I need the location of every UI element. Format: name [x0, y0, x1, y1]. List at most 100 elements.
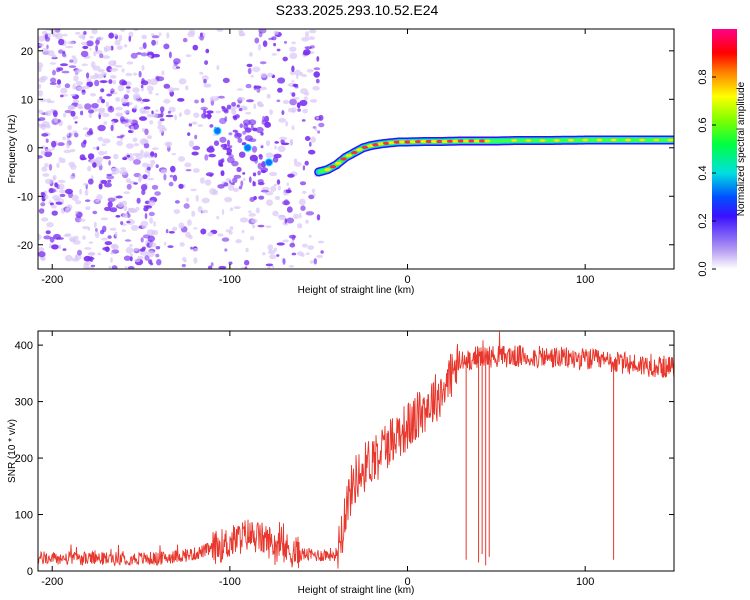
noise-dot [88, 178, 94, 185]
noise-dot [45, 110, 52, 117]
noise-dot [294, 85, 299, 89]
noise-dot [267, 72, 273, 78]
ridge-core-seg [624, 138, 631, 142]
noise-dot [228, 261, 233, 265]
noise-dot [40, 202, 46, 207]
noise-dot [104, 246, 110, 252]
noise-dot [302, 165, 306, 171]
colorbar-tick-label: 0.8 [697, 69, 709, 84]
noise-dot [309, 29, 317, 34]
noise-dot [316, 116, 319, 120]
noise-dot [138, 177, 142, 183]
noise-dot [97, 136, 104, 142]
noise-dot [88, 109, 94, 114]
noise-dot [174, 114, 177, 121]
noise-dot [272, 210, 279, 217]
noise-dot [260, 73, 268, 78]
noise-dot [199, 35, 204, 41]
ridge-core-seg [639, 138, 646, 142]
noise-dot [68, 65, 77, 68]
noise-dot [87, 252, 96, 256]
noise-dot [45, 230, 51, 235]
colorbar-label: Normalized spectral amplitude [736, 81, 747, 216]
noise-dot [57, 179, 66, 184]
noise-dot [276, 99, 281, 103]
noise-dot [82, 226, 90, 230]
noise-dot [52, 109, 58, 116]
noise-dot [187, 219, 192, 226]
noise-dot [115, 112, 123, 117]
noise-dot [200, 177, 205, 184]
noise-dot [183, 203, 190, 209]
noise-dot [178, 112, 182, 117]
noise-dot [110, 243, 118, 248]
noise-dot [316, 214, 321, 221]
noise-dot [71, 55, 76, 59]
snr-xlabel: Height of straight line (km) [298, 585, 415, 596]
noise-dot [38, 123, 42, 127]
noise-dot [261, 161, 266, 168]
noise-dot [318, 122, 325, 128]
ridge-core-seg [367, 144, 374, 148]
noise-dot [92, 147, 98, 150]
noise-dot [110, 124, 114, 132]
noise-dot [185, 54, 192, 58]
noise-dot [128, 118, 133, 124]
noise-dot [242, 177, 246, 182]
noise-dot [190, 246, 193, 250]
ridge-core-seg [425, 139, 433, 144]
noise-dot [201, 75, 209, 81]
noise-dot [64, 254, 73, 262]
noise-dot [294, 69, 301, 76]
noise-dot [75, 81, 84, 86]
noise-dot [79, 188, 82, 195]
noise-dot [193, 248, 199, 252]
noise-dot [240, 180, 244, 187]
noise-dot [72, 57, 78, 64]
ridge-core-seg [457, 139, 465, 143]
noise-dot [253, 181, 257, 187]
noise-dot [51, 204, 57, 209]
noise-dot [236, 88, 244, 91]
noise-dot [54, 182, 58, 188]
noise-dot [112, 80, 117, 85]
noise-dot [253, 103, 257, 110]
noise-hotspot [264, 158, 273, 167]
noise-dot [174, 200, 180, 204]
noise-dot [232, 129, 238, 133]
noise-dot [244, 127, 252, 133]
noise-dot [311, 188, 316, 194]
noise-dot [81, 89, 86, 93]
noise-dot [80, 50, 89, 58]
noise-dot [282, 56, 288, 62]
noise-dot [304, 31, 310, 38]
noise-dot [254, 37, 260, 44]
noise-dot [276, 242, 285, 246]
noise-dot [173, 209, 181, 214]
noise-dot [192, 168, 200, 173]
noise-hotspot [213, 126, 222, 135]
noise-dot [85, 199, 91, 202]
noise-dot [147, 177, 155, 181]
y-tick-label: 10 [21, 94, 33, 106]
noise-dot [71, 194, 79, 202]
noise-dot [301, 37, 310, 42]
noise-dot [83, 183, 87, 186]
noise-dot [101, 225, 107, 233]
noise-dot [238, 151, 246, 158]
noise-dot [69, 236, 76, 242]
noise-dot [139, 116, 147, 121]
noise-dot [82, 45, 89, 50]
noise-dot [312, 86, 320, 91]
noise-dot [291, 107, 297, 113]
noise-dot [313, 67, 321, 71]
noise-dot [172, 174, 178, 182]
noise-dot [97, 107, 106, 112]
noise-dot [256, 87, 261, 93]
noise-dot [96, 194, 103, 201]
noise-dot [199, 71, 204, 75]
noise-dot [226, 152, 232, 156]
noise-dot [135, 153, 143, 160]
noise-dot [228, 184, 235, 191]
noise-dot [267, 249, 276, 255]
